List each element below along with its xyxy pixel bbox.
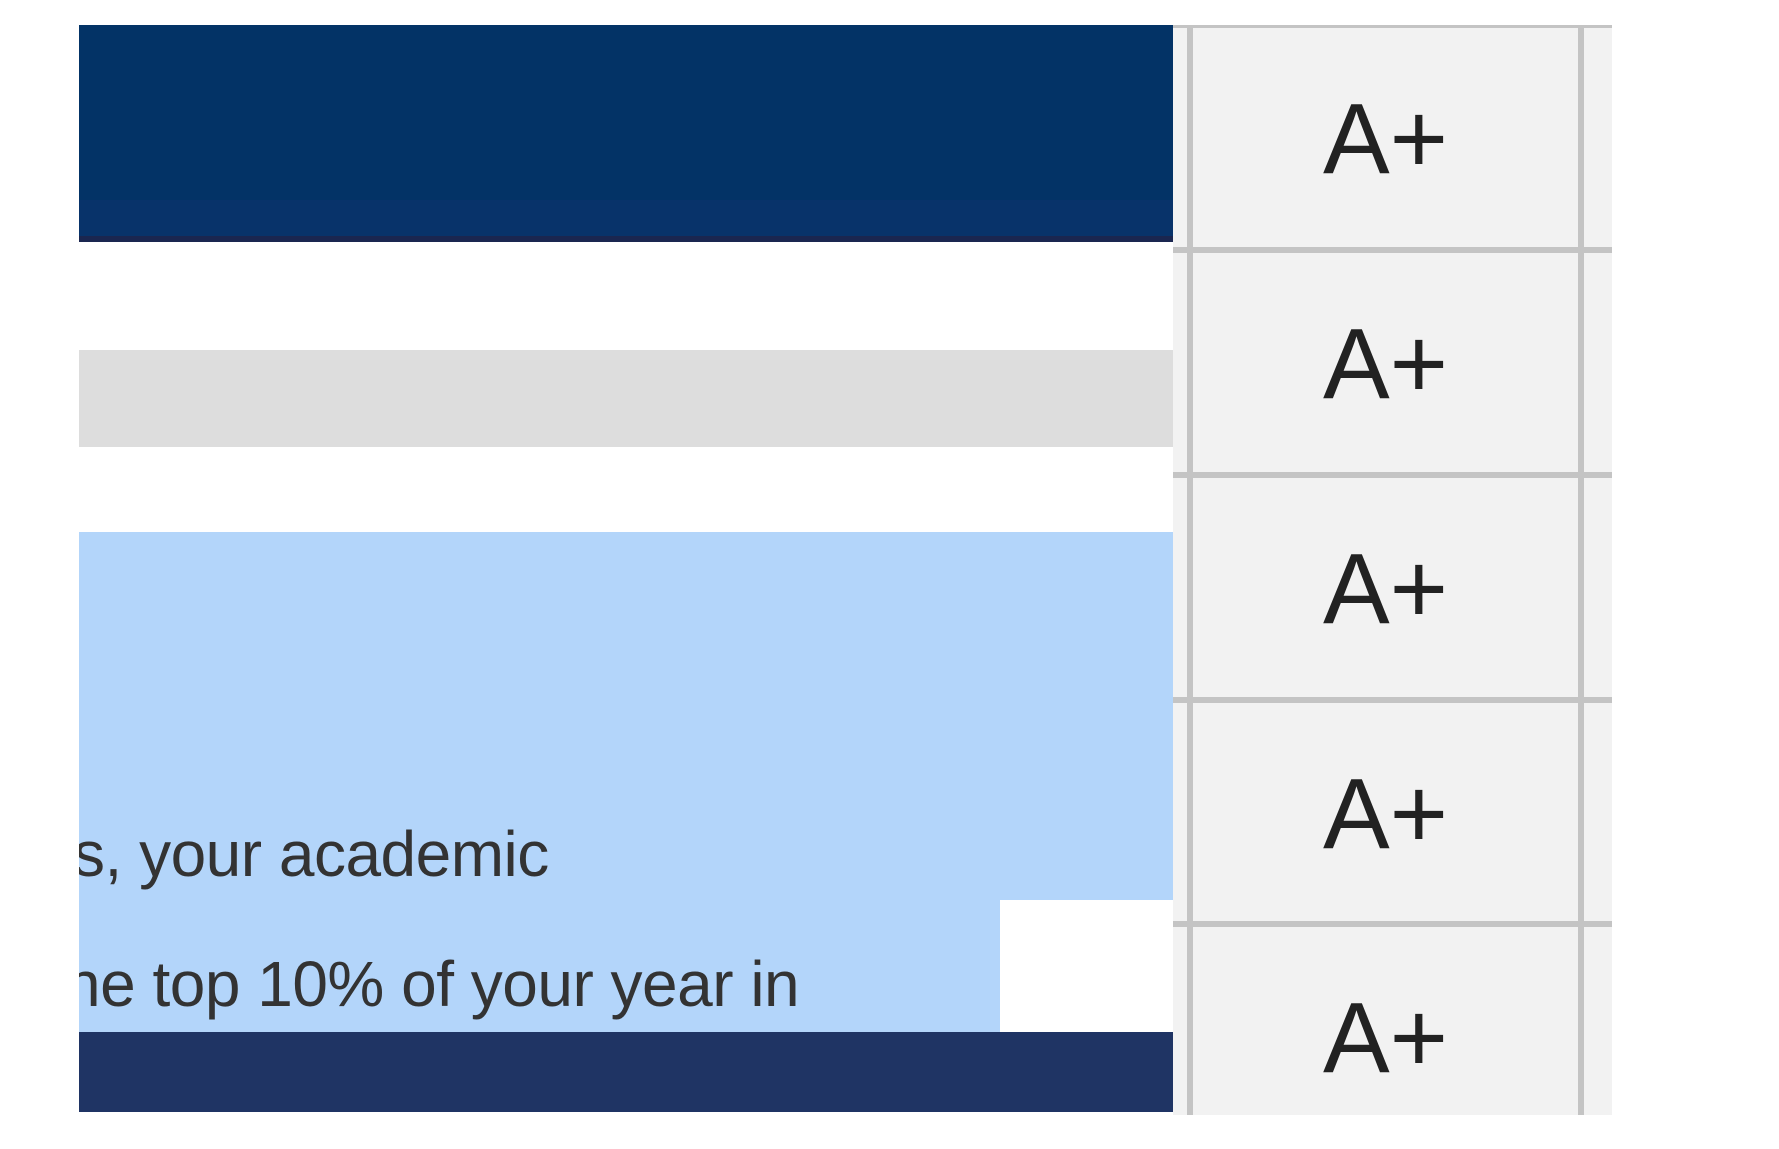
blank-row — [79, 242, 1173, 350]
grade-cell: A+ — [1322, 532, 1449, 645]
selection-gap — [1000, 900, 1173, 1032]
body-text-line: s, your academic — [79, 818, 549, 890]
highlighted-text-block — [79, 532, 1173, 1032]
content-panel: s, your academic ne top 10% of your year… — [79, 25, 1173, 1112]
gray-row — [79, 350, 1173, 447]
grid-divider — [1173, 921, 1612, 927]
grade-grid: A+ A+ A+ A+ A+ — [1173, 25, 1612, 1115]
grade-cell: A+ — [1322, 307, 1449, 420]
grade-cell: A+ — [1322, 981, 1449, 1094]
grid-divider — [1173, 247, 1612, 253]
grid-divider — [1578, 28, 1584, 1115]
blank-row — [79, 447, 1173, 532]
grid-divider — [1173, 697, 1612, 703]
header-divider — [79, 236, 1173, 242]
body-text-line: ne top 10% of your year in — [79, 948, 800, 1020]
header-band — [79, 200, 1173, 238]
grade-cell: A+ — [1322, 757, 1449, 870]
grade-cell: A+ — [1322, 82, 1449, 195]
grid-divider — [1173, 472, 1612, 478]
footer-bar — [79, 1032, 1173, 1112]
grid-divider — [1187, 28, 1193, 1115]
